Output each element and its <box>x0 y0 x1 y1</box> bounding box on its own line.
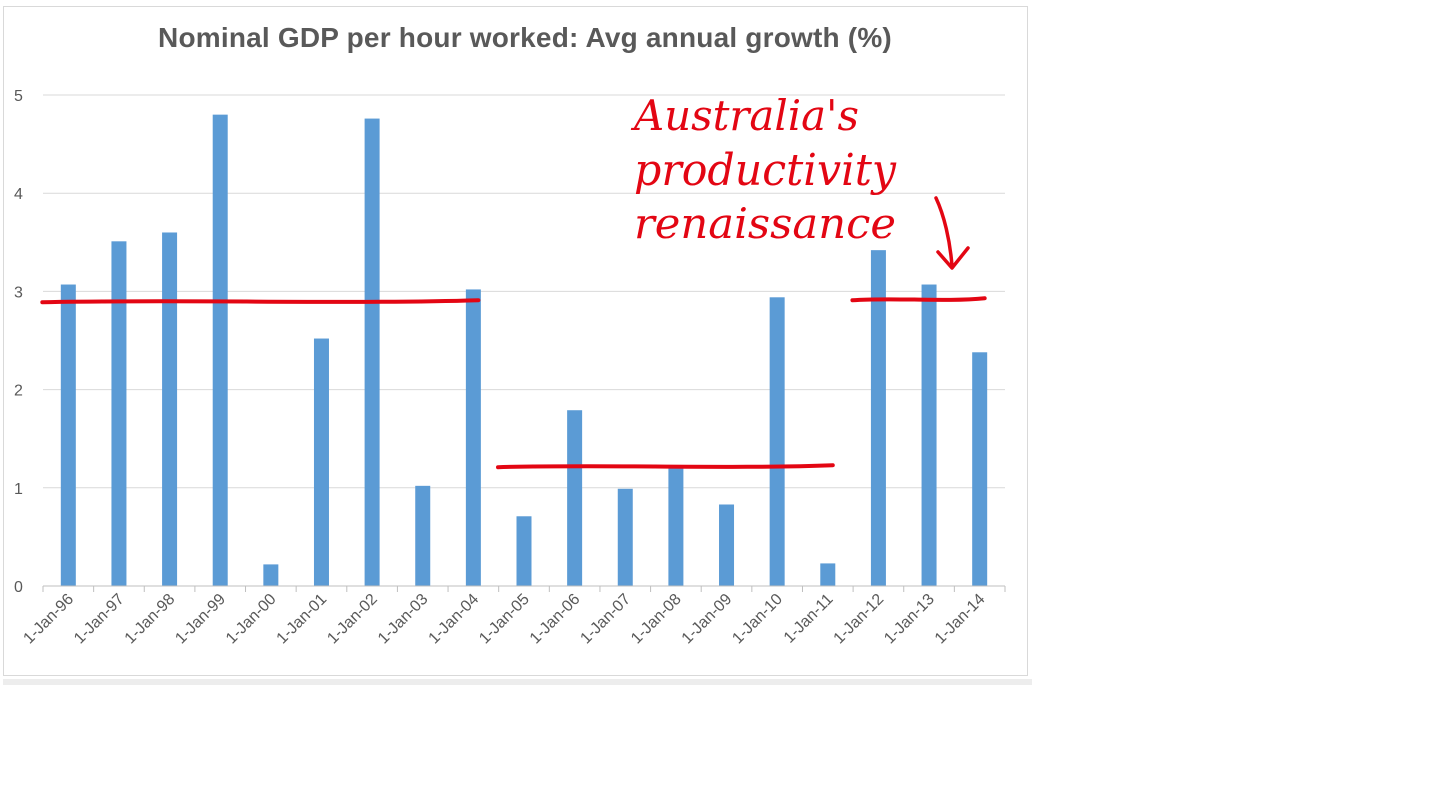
bar <box>921 284 937 586</box>
annotation-text: Australia's <box>630 91 859 140</box>
bar <box>162 232 178 587</box>
bar <box>415 485 431 586</box>
x-tick-label: 1-Jan-99 <box>172 591 229 648</box>
x-axis <box>42 585 1006 592</box>
x-tick-label: 1-Jan-08 <box>628 591 685 648</box>
x-tick-label: 1-Jan-03 <box>375 591 432 648</box>
bar <box>263 564 279 586</box>
arrow-shaft <box>934 196 954 268</box>
x-tick-label: 1-Jan-09 <box>679 591 736 648</box>
x-tick-label: 1-Jan-10 <box>729 591 786 648</box>
y-axis-tick-labels: 0 1 2 3 4 5 <box>14 88 23 596</box>
average-line <box>496 463 835 470</box>
y-tick-label: 1 <box>14 481 23 498</box>
arrow-head <box>936 246 970 270</box>
x-tick-label: 1-Jan-00 <box>223 591 280 648</box>
bars <box>60 114 988 587</box>
bar <box>60 284 76 586</box>
bar <box>972 352 988 586</box>
gridlines <box>43 94 1005 489</box>
bar <box>870 250 886 586</box>
x-tick-label: 1-Jan-98 <box>122 591 179 648</box>
y-tick-label: 3 <box>14 284 23 301</box>
average-line <box>850 296 987 303</box>
x-tick-label: 1-Jan-12 <box>831 591 888 648</box>
x-tick-label: 1-Jan-14 <box>932 591 989 648</box>
bar <box>465 289 481 586</box>
y-tick-label: 4 <box>14 186 23 203</box>
bar <box>516 516 532 586</box>
bar <box>719 504 735 586</box>
annotation-text: productivity <box>634 145 897 196</box>
bar <box>668 466 684 586</box>
average-line <box>40 298 481 305</box>
bar <box>313 338 329 586</box>
bar <box>820 563 836 586</box>
bar <box>212 114 228 586</box>
bar <box>111 241 127 586</box>
y-tick-label: 0 <box>14 579 23 596</box>
x-tick-label: 1-Jan-02 <box>324 591 381 648</box>
bar <box>617 488 633 586</box>
chart-title: Nominal GDP per hour worked: Avg annual … <box>158 22 892 53</box>
bar <box>364 118 380 587</box>
x-tick-label: 1-Jan-01 <box>274 591 331 648</box>
x-tick-label: 1-Jan-13 <box>881 591 938 648</box>
x-tick-label: 1-Jan-97 <box>71 591 128 648</box>
y-tick-label: 2 <box>14 383 23 400</box>
y-tick-label: 5 <box>14 88 23 105</box>
bar <box>769 297 785 586</box>
x-tick-label: 1-Jan-07 <box>577 591 634 648</box>
annotation-text: renaissance <box>634 199 896 248</box>
bar <box>567 410 583 586</box>
x-tick-label: 1-Jan-96 <box>20 591 77 648</box>
x-tick-label: 1-Jan-11 <box>781 591 837 647</box>
x-tick-label: 1-Jan-04 <box>426 591 483 648</box>
bottom-strip <box>3 679 1032 685</box>
x-tick-label: 1-Jan-05 <box>476 591 533 648</box>
x-axis-tick-labels: 1-Jan-961-Jan-971-Jan-981-Jan-991-Jan-00… <box>20 591 988 648</box>
x-tick-label: 1-Jan-06 <box>527 591 584 648</box>
